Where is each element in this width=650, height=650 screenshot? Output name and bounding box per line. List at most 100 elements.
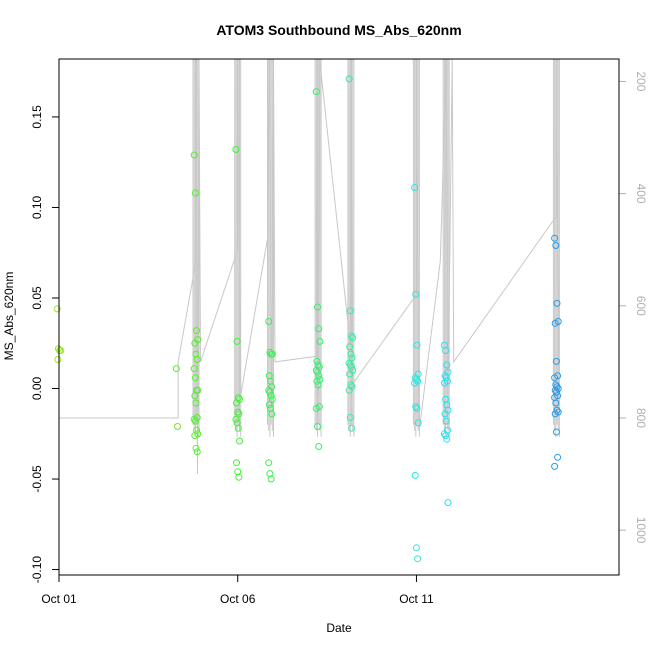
data-point <box>233 399 240 407</box>
data-point <box>411 374 419 382</box>
y2-tick-label: 400 <box>634 184 648 204</box>
data-point <box>191 432 199 440</box>
x-axis-label: Date <box>326 621 352 635</box>
data-point <box>552 428 560 436</box>
data-point <box>551 462 559 470</box>
data-point <box>267 475 275 483</box>
data-point <box>313 377 321 385</box>
data-point <box>314 381 322 389</box>
data-point <box>315 325 323 333</box>
data-point <box>346 370 354 378</box>
data-point <box>315 443 323 450</box>
data-point <box>235 410 243 418</box>
data-point <box>268 395 276 403</box>
data-point <box>191 339 199 347</box>
data-point <box>233 459 240 467</box>
data-point <box>193 327 201 335</box>
data-point <box>552 242 560 249</box>
data-point <box>268 350 276 358</box>
data-point <box>57 347 65 354</box>
data-point <box>444 499 452 507</box>
data-point <box>236 437 243 445</box>
y-tick-label: 0.05 <box>30 286 44 310</box>
data-point <box>266 388 274 396</box>
y-tick-label: 0.10 <box>30 195 44 219</box>
axes: -0.10 -0.05 0.00 0.05 0.10 0.15 Oct 01 Oct 06 Oc… <box>30 71 648 606</box>
data-point <box>174 423 181 430</box>
x-tick-label: Oct 11 <box>399 592 434 606</box>
y-tick-label: -0.10 <box>30 556 44 584</box>
data-point <box>345 75 353 83</box>
data-point <box>194 386 202 394</box>
y2-tick-label: 200 <box>634 71 648 91</box>
data-point <box>553 406 561 414</box>
data-point <box>316 337 324 345</box>
y2-tick-label: 600 <box>634 296 648 316</box>
data-point <box>233 337 241 345</box>
data-point <box>234 424 242 432</box>
y2-tick-label: 1000 <box>634 517 648 544</box>
y-tick-label: -0.05 <box>30 465 44 493</box>
data-point <box>192 444 200 452</box>
data-point <box>191 374 199 382</box>
data-point <box>348 424 355 432</box>
data-point <box>551 319 559 327</box>
data-point <box>551 374 559 382</box>
x-tick-label: Oct 01 <box>41 592 77 606</box>
data-point <box>414 419 422 427</box>
data-point <box>443 361 451 369</box>
data-point <box>345 359 353 367</box>
data-point <box>54 356 62 363</box>
data-point <box>411 471 419 479</box>
data-point <box>411 184 419 191</box>
data-point <box>347 350 355 358</box>
data-point <box>190 365 198 373</box>
data-point <box>412 290 420 298</box>
data-point <box>268 410 276 418</box>
data-point <box>349 334 357 342</box>
data-point <box>413 404 421 412</box>
y-tick-label: 0.15 <box>30 105 44 129</box>
data-point <box>191 392 199 400</box>
plot-frame <box>58 58 620 576</box>
data-point <box>346 343 354 351</box>
data-point <box>412 544 420 552</box>
data-point <box>345 386 353 394</box>
data-point <box>314 303 321 311</box>
data-point <box>193 356 201 363</box>
data-point <box>348 354 356 362</box>
data-point <box>232 415 240 423</box>
y-tick-label: 0.00 <box>30 376 44 400</box>
data-point <box>442 347 450 354</box>
data-point <box>312 88 320 96</box>
data-point <box>553 383 561 391</box>
data-point <box>443 435 451 443</box>
data-point <box>234 408 242 416</box>
data-point <box>412 376 420 383</box>
data-point <box>414 555 422 563</box>
data-point <box>192 399 200 407</box>
data-point <box>442 432 450 440</box>
data-point <box>314 368 321 376</box>
data-point <box>267 392 275 400</box>
data-point <box>265 318 273 325</box>
data-point <box>348 332 355 340</box>
data-point <box>553 299 561 307</box>
data-point <box>552 357 560 365</box>
data-point <box>235 473 243 481</box>
data-point <box>312 404 320 412</box>
data-point <box>412 403 420 411</box>
data-point <box>442 417 450 425</box>
data-point <box>191 189 199 197</box>
data-point <box>346 414 354 421</box>
data-point <box>411 379 419 387</box>
data-point <box>552 381 560 389</box>
data-point <box>172 365 180 373</box>
y2-tick-label: 800 <box>634 408 648 428</box>
data-point <box>191 417 199 425</box>
data-point <box>440 379 448 387</box>
data-point <box>190 415 198 423</box>
data-point <box>232 146 240 153</box>
x-tick-label: Oct 06 <box>220 592 256 606</box>
